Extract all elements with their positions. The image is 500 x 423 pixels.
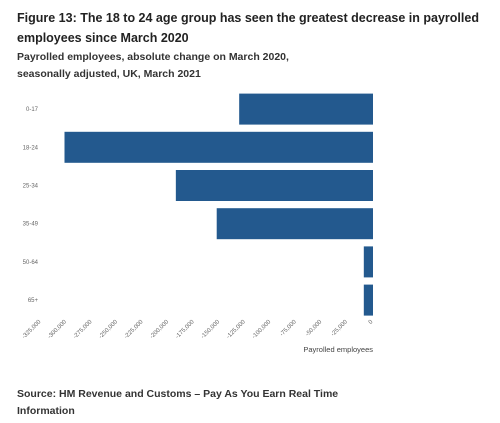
category-label: 65+ bbox=[28, 298, 39, 304]
category-label: 0-17 bbox=[26, 107, 39, 113]
bar-50-64 bbox=[363, 246, 373, 278]
x-tick-label: -325,000 bbox=[21, 319, 42, 340]
category-label: 35-49 bbox=[23, 222, 39, 228]
x-tick-label: -200,000 bbox=[149, 319, 170, 340]
x-tick-label: -75,000 bbox=[279, 319, 298, 338]
category-label: 50-64 bbox=[23, 260, 39, 266]
x-tick-label: -275,000 bbox=[72, 319, 93, 340]
x-tick-label: -250,000 bbox=[98, 319, 119, 340]
bar-35-49 bbox=[216, 208, 373, 240]
x-tick-label: -300,000 bbox=[47, 319, 68, 340]
x-tick-label: 0 bbox=[368, 319, 375, 326]
category-labels: 0-17 18-24 25-34 35-49 50-64 65+ bbox=[23, 107, 39, 304]
x-tick-label: -25,000 bbox=[330, 319, 349, 338]
bars-group bbox=[64, 93, 373, 316]
chart-subtitle: Payrolled employees, absolute change on … bbox=[17, 51, 289, 80]
bar-25-34 bbox=[175, 170, 373, 201]
category-label: 18-24 bbox=[23, 145, 39, 151]
bar-18-24 bbox=[64, 131, 373, 163]
x-tick-label: -50,000 bbox=[305, 319, 324, 338]
source-note: Source: HM Revenue and Customs – Pay As … bbox=[17, 388, 339, 417]
x-tick-labels: -325,000 -300,000 -275,000 -250,000 -225,000… bbox=[21, 319, 374, 340]
category-label: 25-34 bbox=[23, 184, 39, 190]
chart-title: Figure 13: The 18 to 24 age group has se… bbox=[17, 11, 479, 45]
bar-65+ bbox=[363, 284, 373, 316]
x-axis-title: Payrolled employees bbox=[303, 345, 373, 354]
x-tick-label: -175,000 bbox=[175, 319, 196, 340]
x-tick-label: -125,000 bbox=[226, 319, 247, 340]
x-tick-label: -150,000 bbox=[200, 319, 221, 340]
x-tick-label: -225,000 bbox=[124, 319, 145, 340]
x-tick-label: -100,000 bbox=[251, 319, 272, 340]
bar-0-17 bbox=[239, 93, 373, 125]
